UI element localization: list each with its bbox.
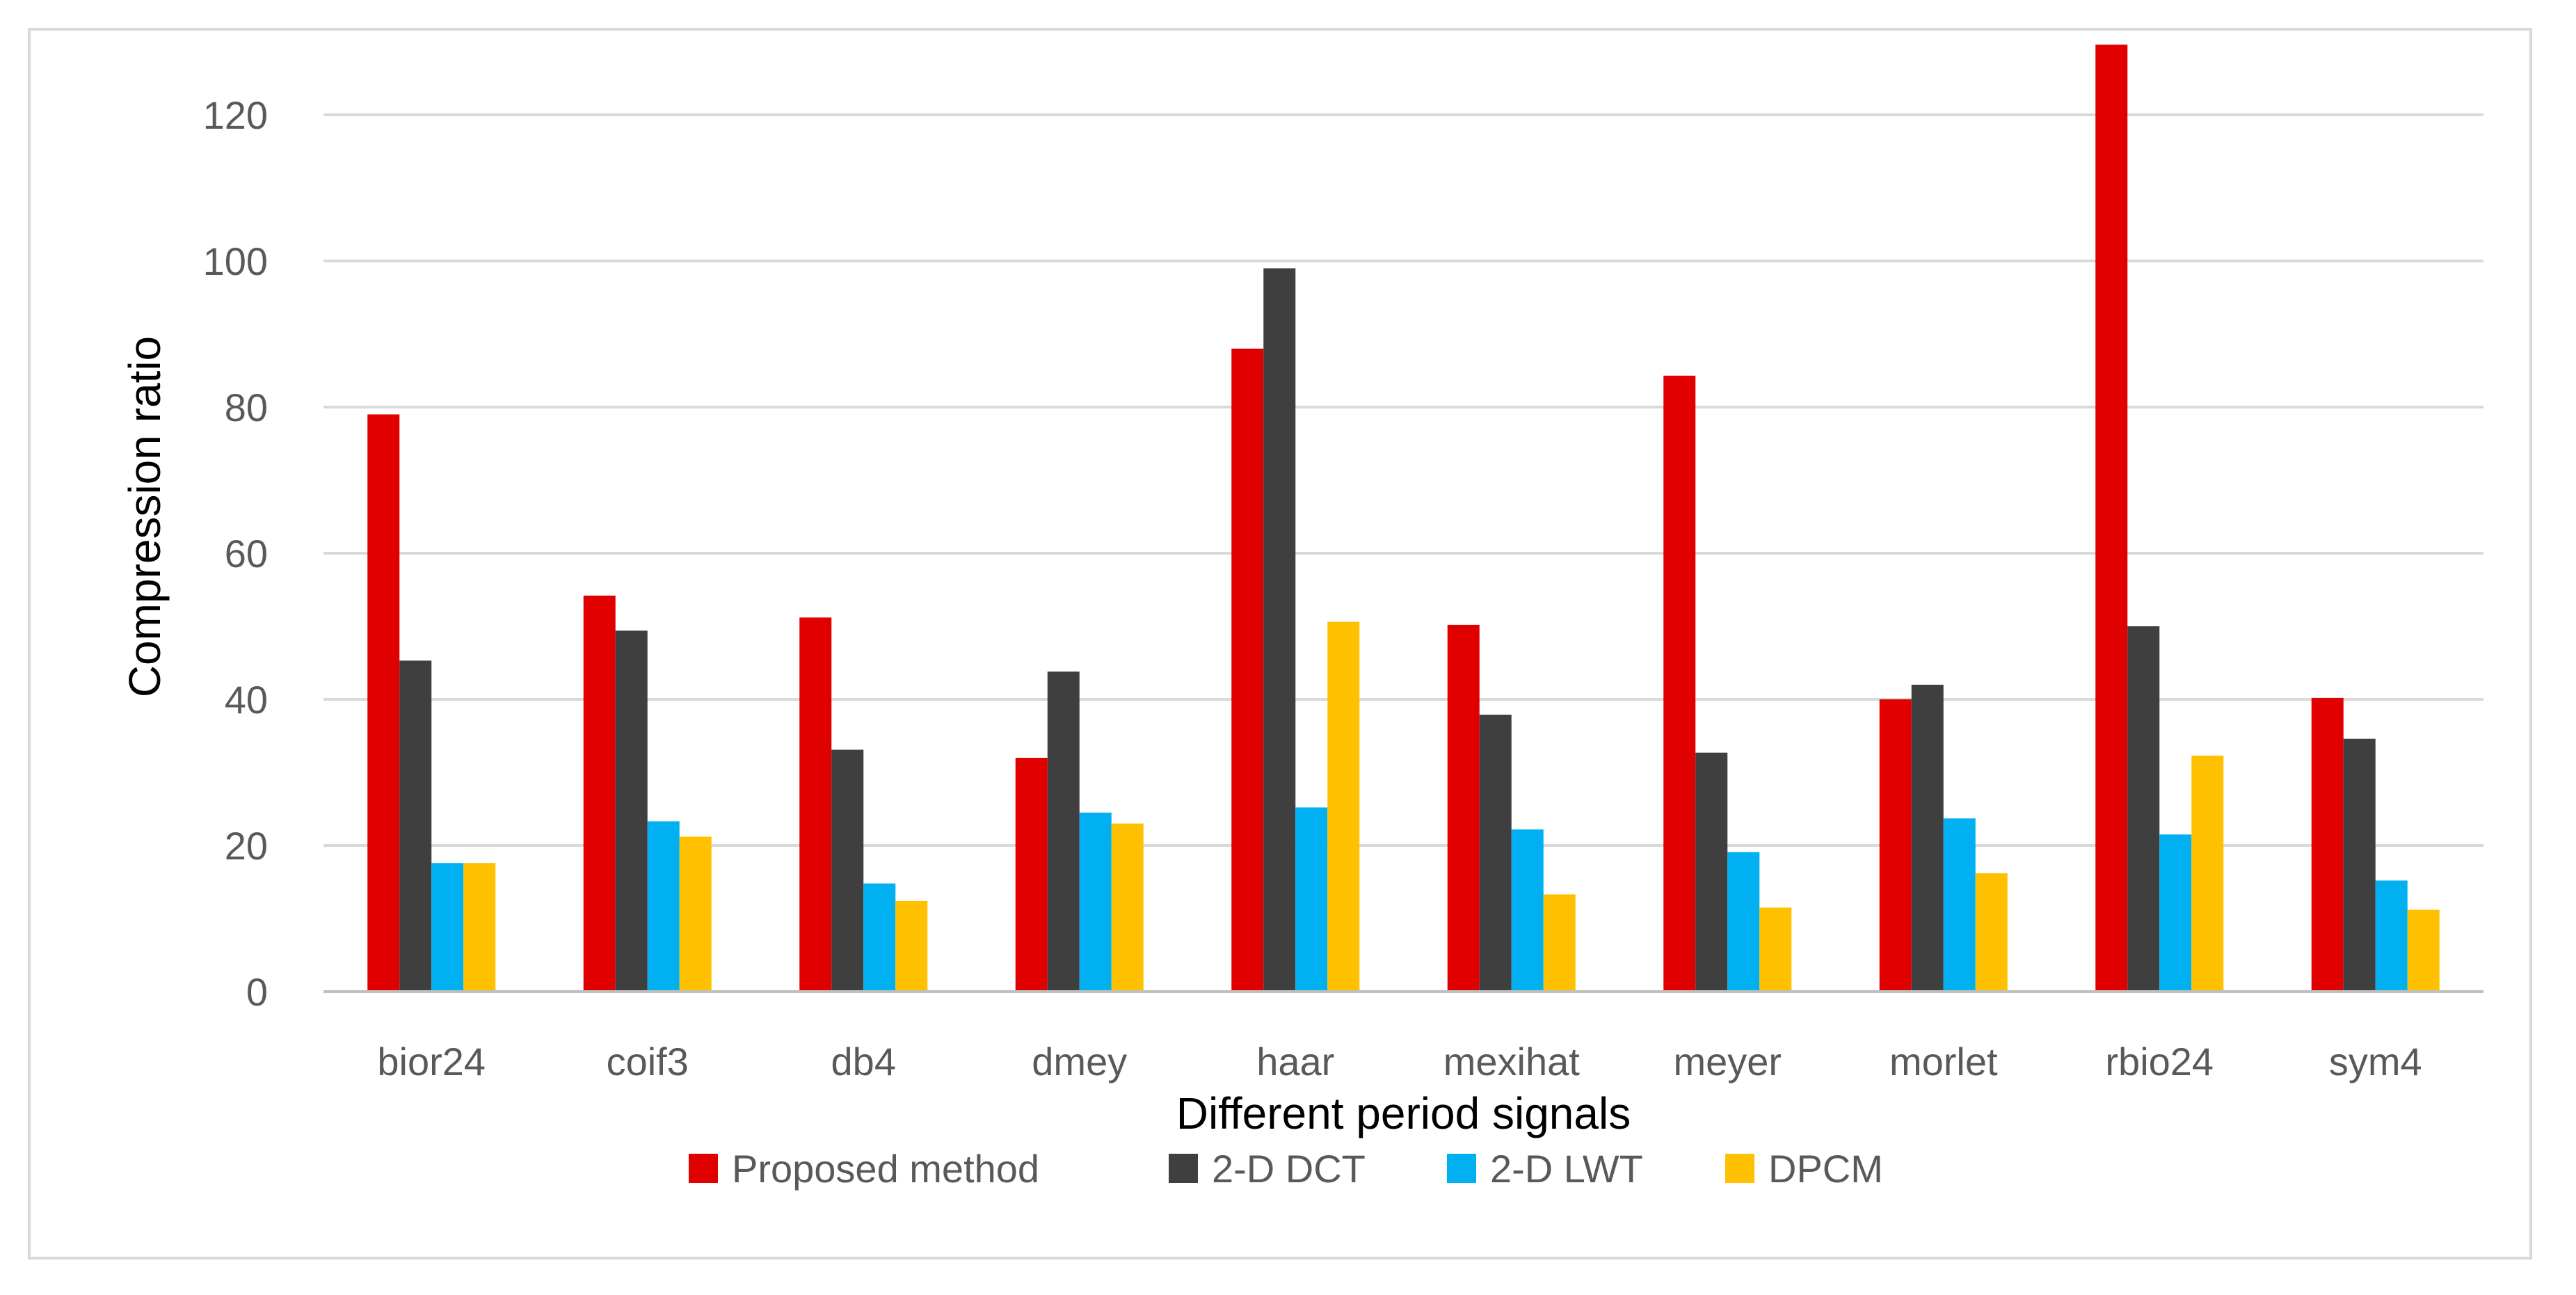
bar-db4-2-d-lwt: [863, 883, 896, 992]
bars: [367, 45, 2440, 992]
x-tick-label: bior24: [377, 1040, 486, 1083]
bar-mexihat-dpcm: [1543, 894, 1576, 992]
bar-bior24-dpcm: [463, 863, 496, 992]
bar-mexihat-2-d-lwt: [1511, 829, 1544, 992]
bar-haar-proposed-method: [1231, 349, 1264, 992]
bar-dmey-2-d-lwt: [1079, 812, 1112, 992]
bar-coif3-2-d-lwt: [647, 821, 680, 992]
bar-coif3-proposed-method: [583, 595, 616, 992]
legend-label: DPCM: [1768, 1147, 1883, 1191]
y-tick-label: 20: [225, 824, 268, 868]
bar-sym4-proposed-method: [2311, 697, 2344, 992]
bar-coif3-2-d-dct: [615, 630, 648, 992]
bar-sym4-dpcm: [2407, 909, 2440, 992]
legend-label: 2-D LWT: [1490, 1147, 1643, 1191]
bar-bior24-proposed-method: [367, 414, 400, 992]
bar-morlet-dpcm: [1975, 873, 2008, 992]
legend-label: Proposed method: [732, 1147, 1039, 1191]
legend-swatch: [689, 1154, 718, 1183]
bar-meyer-dpcm: [1759, 907, 1792, 992]
x-tick-label: rbio24: [2105, 1040, 2214, 1083]
y-axis-title: Compression ratio: [120, 336, 170, 697]
legend-swatch: [1725, 1154, 1754, 1183]
y-tick-label: 0: [246, 970, 268, 1014]
bar-morlet-proposed-method: [1879, 699, 1912, 992]
x-tick-label: morlet: [1889, 1040, 1998, 1083]
bar-bior24-2-d-lwt: [431, 863, 464, 992]
y-axis-ticks: 0 20 40 60 80 100 120: [203, 93, 268, 1014]
legend-swatch: [1447, 1154, 1476, 1183]
bar-dmey-proposed-method: [1015, 758, 1048, 992]
bar-haar-dpcm: [1327, 621, 1360, 992]
bar-meyer-2-d-dct: [1695, 752, 1728, 992]
legend-swatch: [1169, 1154, 1198, 1183]
bar-haar-2-d-dct: [1263, 268, 1296, 992]
bar-dmey-2-d-dct: [1047, 672, 1080, 992]
x-tick-label: meyer: [1673, 1040, 1782, 1083]
bar-mexihat-2-d-dct: [1479, 715, 1512, 992]
bar-morlet-2-d-lwt: [1943, 818, 1976, 992]
x-axis-ticks: bior24 coif3 db4 dmey haar mexihat meyer morlet…: [377, 1040, 2422, 1083]
y-tick-label: 120: [203, 93, 268, 137]
y-tick-label: 60: [225, 532, 268, 575]
bar-db4-dpcm: [895, 900, 928, 992]
bar-sym4-2-d-dct: [2343, 738, 2376, 992]
bar-coif3-dpcm: [679, 836, 712, 992]
bar-db4-2-d-dct: [831, 749, 864, 992]
x-tick-label: mexihat: [1443, 1040, 1581, 1083]
bar-meyer-2-d-lwt: [1727, 852, 1760, 992]
y-tick-label: 100: [203, 239, 268, 283]
x-tick-label: db4: [831, 1040, 896, 1083]
bar-rbio24-dpcm: [2191, 755, 2224, 992]
y-tick-label: 80: [225, 386, 268, 429]
bar-morlet-2-d-dct: [1911, 685, 1944, 992]
bar-rbio24-2-d-lwt: [2159, 834, 2192, 992]
bar-db4-proposed-method: [799, 617, 832, 992]
bar-dmey-dpcm: [1111, 823, 1144, 992]
legend-label: 2-D DCT: [1212, 1147, 1366, 1191]
x-axis-title: Different period signals: [1176, 1088, 1631, 1138]
x-tick-label: dmey: [1032, 1040, 1127, 1083]
legend: Proposed method 2-D DCT 2-D LWT DPCM: [689, 1147, 1883, 1191]
bar-meyer-proposed-method: [1663, 375, 1696, 992]
x-tick-label: haar: [1256, 1040, 1334, 1083]
bar-mexihat-proposed-method: [1447, 624, 1480, 992]
x-tick-label: sym4: [2329, 1040, 2422, 1083]
bar-rbio24-2-d-dct: [2127, 626, 2160, 992]
x-tick-label: coif3: [607, 1040, 689, 1083]
y-tick-label: 40: [225, 678, 268, 722]
bar-bior24-2-d-dct: [399, 660, 432, 992]
bar-rbio24-proposed-method: [2095, 45, 2128, 992]
bar-sym4-2-d-lwt: [2375, 880, 2408, 992]
bar-haar-2-d-lwt: [1295, 807, 1328, 992]
